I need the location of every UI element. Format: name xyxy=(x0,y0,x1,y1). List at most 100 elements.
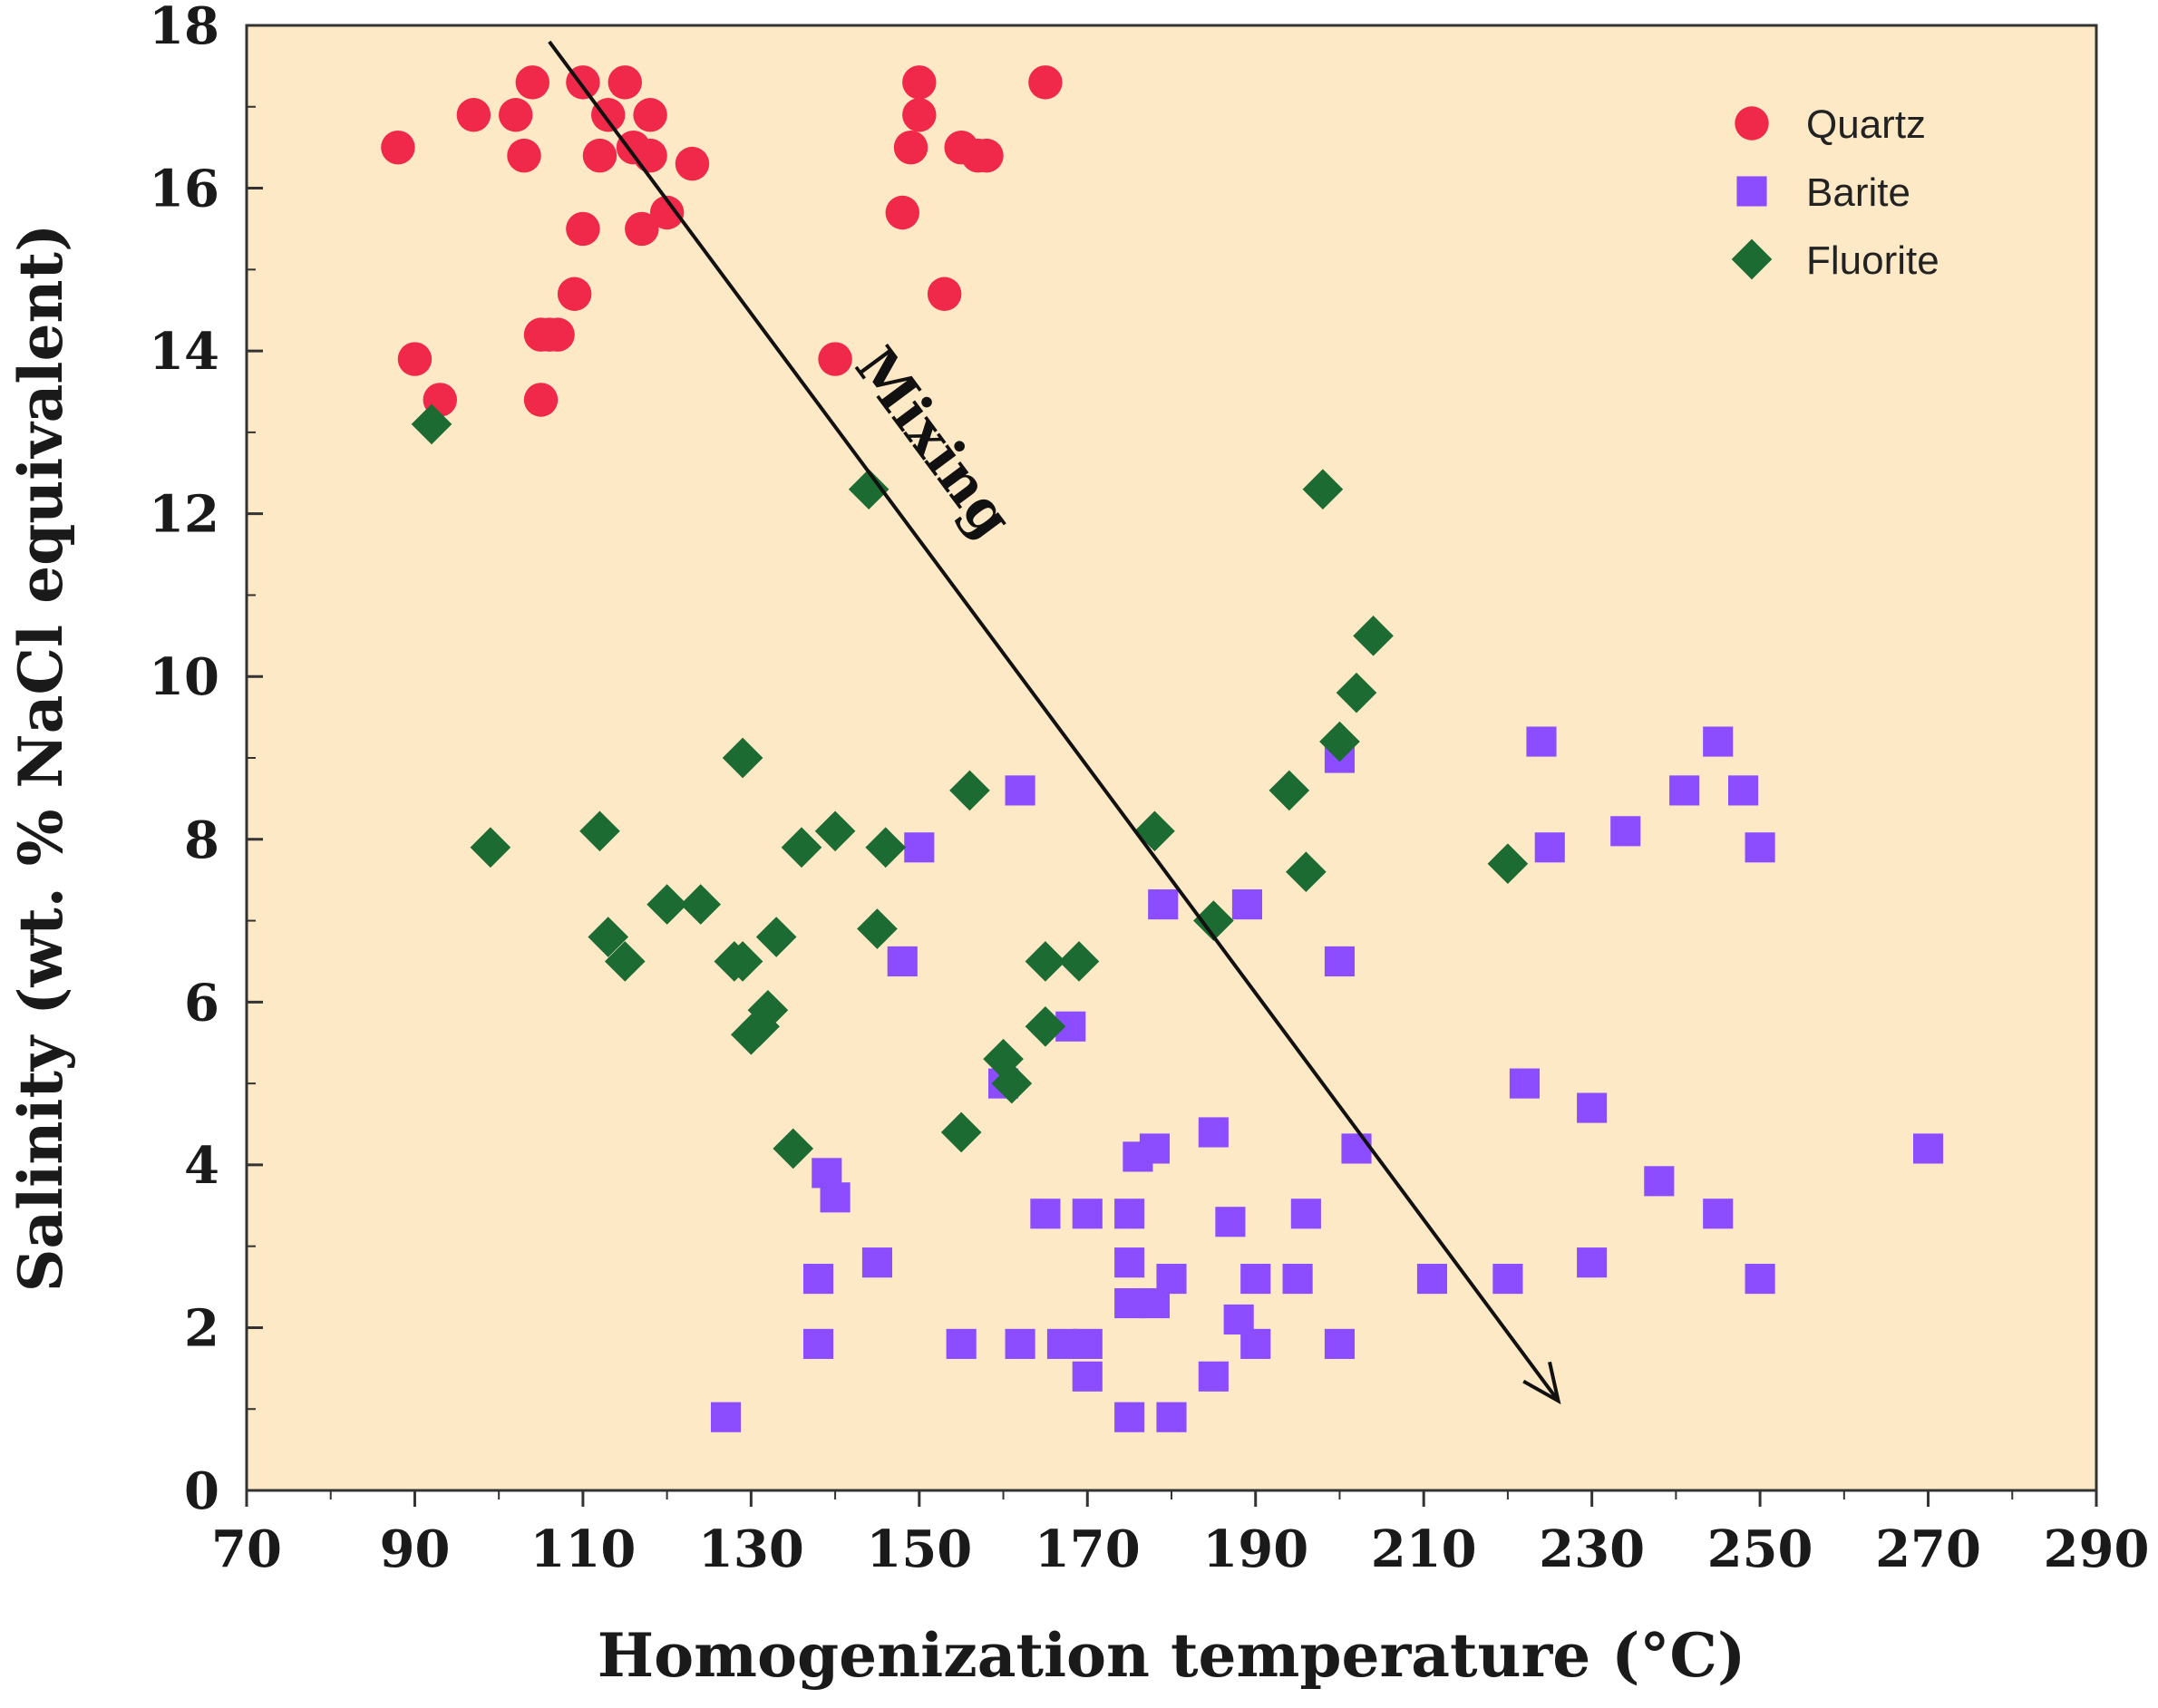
barite-point xyxy=(1745,1264,1775,1295)
barite-point xyxy=(1727,775,1759,806)
fluorite-point xyxy=(1025,941,1066,982)
barite-point xyxy=(1072,1361,1103,1392)
fluorite-point xyxy=(1269,770,1310,811)
legend-barite-marker xyxy=(1736,176,1767,207)
x-tick-label: 250 xyxy=(1707,1519,1813,1579)
legend: Quartz Barite Fluorite xyxy=(1731,102,1939,283)
fluorite-point xyxy=(588,917,629,957)
barite-point xyxy=(1114,1287,1145,1319)
plot-area xyxy=(245,24,2098,1492)
quartz-point xyxy=(515,65,549,100)
x-axis: 70 90 110 130 150 170 190 210 230 250 270 290 xyxy=(211,1490,2149,1579)
quartz-point xyxy=(927,277,962,311)
quartz-point xyxy=(633,138,667,173)
quartz-series xyxy=(381,65,1063,417)
barite-point xyxy=(1148,889,1179,920)
barite-point xyxy=(1644,1166,1675,1197)
fluorite-point xyxy=(1058,941,1100,982)
barite-point xyxy=(1005,775,1035,806)
quartz-point xyxy=(649,195,685,230)
barite-point xyxy=(1072,1199,1103,1229)
fluorite-point xyxy=(755,917,797,957)
x-tick-label: 110 xyxy=(530,1519,636,1579)
y-tick-label: 14 xyxy=(149,322,219,382)
fluorite-point xyxy=(1193,900,1234,941)
fluorite-point xyxy=(1302,469,1344,510)
barite-point xyxy=(710,1402,742,1432)
y-tick-label: 2 xyxy=(184,1298,219,1358)
barite-point xyxy=(1156,1402,1187,1432)
quartz-point xyxy=(540,317,575,352)
quartz-point xyxy=(557,277,592,311)
x-tick-label: 290 xyxy=(2044,1519,2150,1579)
x-tick-label: 90 xyxy=(379,1519,450,1579)
quartz-point xyxy=(625,211,659,247)
barite-point xyxy=(1416,1264,1448,1295)
quartz-point xyxy=(456,98,491,132)
fluorite-point xyxy=(411,403,452,445)
y-tick-label: 10 xyxy=(149,647,219,707)
barite-point xyxy=(1240,1264,1271,1295)
barite-point xyxy=(1231,889,1263,920)
quartz-point xyxy=(818,342,852,376)
fluorite-point xyxy=(1336,672,1377,713)
barite-point xyxy=(1290,1199,1321,1229)
barite-point xyxy=(1703,1199,1734,1229)
barite-point xyxy=(1669,775,1700,806)
barite-point xyxy=(820,1182,851,1213)
quartz-point xyxy=(507,138,541,173)
barite-point xyxy=(1577,1092,1608,1123)
fluorite-point xyxy=(579,810,620,852)
x-tick-label: 190 xyxy=(1202,1519,1308,1579)
barite-point xyxy=(1114,1247,1145,1278)
y-tick-label: 0 xyxy=(184,1461,219,1521)
legend-quartz-marker xyxy=(1735,106,1769,141)
quartz-point xyxy=(523,383,559,417)
fluorite-point xyxy=(470,827,511,869)
barite-point xyxy=(946,1328,977,1359)
barite-point xyxy=(1745,832,1775,863)
quartz-point xyxy=(675,146,710,181)
quartz-point xyxy=(591,98,626,132)
y-axis-title: Salinity (wt. % NaCl equivalent) xyxy=(5,224,76,1292)
fluorite-point xyxy=(739,1005,780,1047)
x-tick-label: 210 xyxy=(1371,1519,1477,1579)
fluorite-point xyxy=(848,469,889,510)
quartz-point xyxy=(499,98,533,132)
legend-fluorite-marker xyxy=(1731,238,1773,280)
fluorite-series xyxy=(411,403,1529,1169)
barite-point xyxy=(1114,1402,1145,1432)
y-tick-label: 12 xyxy=(149,485,219,545)
barite-point xyxy=(1240,1328,1271,1359)
mixing-arrow-line xyxy=(548,40,1560,1402)
fluorite-point xyxy=(781,827,822,869)
barite-point xyxy=(1072,1328,1103,1359)
x-tick-label: 270 xyxy=(1875,1519,1981,1579)
x-axis-title: Homogenization temperature (°C) xyxy=(598,1620,1745,1691)
quartz-point xyxy=(902,65,937,100)
barite-point xyxy=(1198,1117,1229,1148)
barite-point xyxy=(887,946,918,977)
quartz-point xyxy=(893,130,928,165)
barite-point xyxy=(1509,1068,1541,1099)
barite-point xyxy=(1577,1247,1608,1278)
quartz-point xyxy=(608,65,642,100)
legend-barite-label: Barite xyxy=(1806,170,1910,215)
y-tick-label: 6 xyxy=(184,973,219,1033)
fluorite-point xyxy=(722,941,763,982)
x-tick-label: 230 xyxy=(1539,1519,1645,1579)
barite-point xyxy=(861,1247,893,1278)
fluorite-point xyxy=(604,941,646,982)
fluorite-point xyxy=(747,989,789,1031)
y-tick-label: 16 xyxy=(149,160,219,219)
x-tick-label: 130 xyxy=(698,1519,804,1579)
fluorite-point xyxy=(940,1111,982,1153)
quartz-point xyxy=(381,130,415,165)
barite-point xyxy=(1114,1199,1145,1229)
fluorite-point xyxy=(1286,851,1327,893)
mixing-arrow-head xyxy=(1522,1361,1561,1405)
barite-series xyxy=(710,726,1944,1432)
fluorite-point xyxy=(773,1128,814,1169)
fluorite-point xyxy=(991,1063,1033,1104)
quartz-point xyxy=(885,195,919,230)
